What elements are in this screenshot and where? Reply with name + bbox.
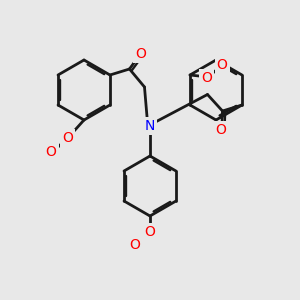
- Text: O: O: [62, 131, 73, 145]
- Text: O: O: [217, 58, 228, 72]
- Text: O: O: [201, 71, 212, 85]
- Text: O: O: [129, 238, 140, 252]
- Text: N: N: [145, 119, 155, 133]
- Text: O: O: [135, 47, 146, 61]
- Text: O: O: [215, 123, 226, 136]
- Text: O: O: [145, 226, 155, 239]
- Text: O: O: [46, 146, 56, 159]
